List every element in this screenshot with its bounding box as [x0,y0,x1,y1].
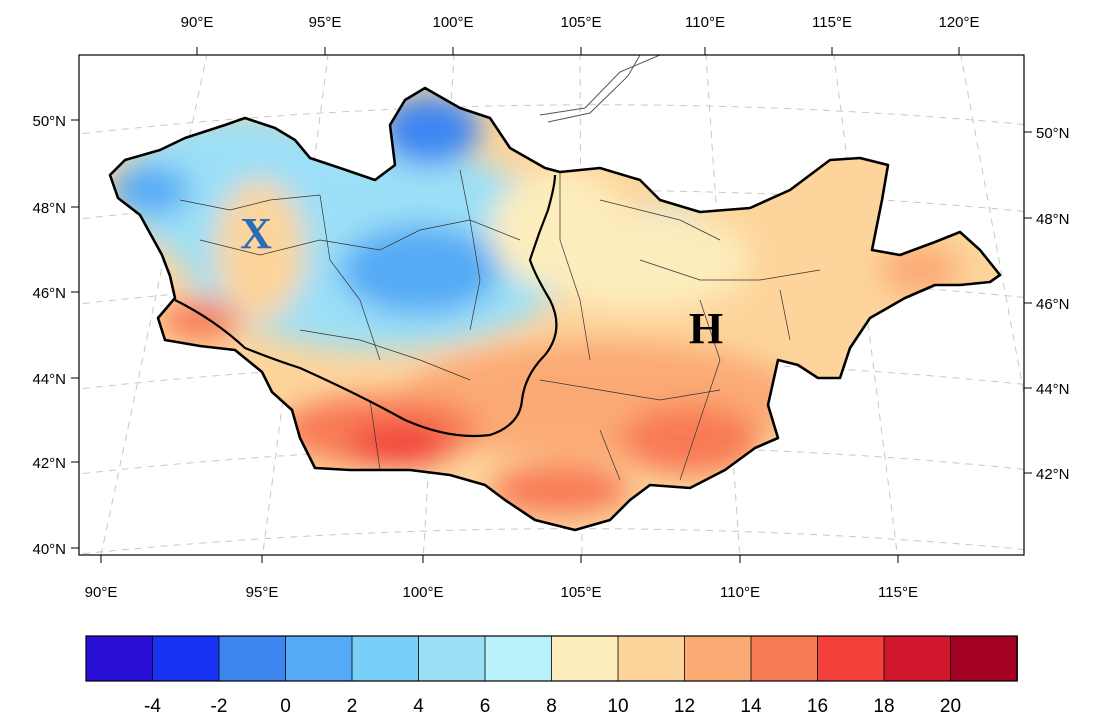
region-label-x: X [240,209,272,258]
left-lat-label: 46°N [32,285,66,302]
colorbar-label: 14 [740,696,762,717]
colorbar-swatch [218,635,287,682]
colorbar-swatch [484,635,553,682]
colorbar-swatch [883,635,952,682]
colorbar-swatch [152,635,220,682]
bottom-lon-label: 90°E [85,584,118,601]
colorbar-label: 12 [674,696,695,717]
colorbar-label: 16 [807,696,828,717]
frame-ticks [71,47,1032,563]
colorbar-swatch [351,635,420,682]
bottom-lon-label: 95°E [246,584,279,601]
colorbar-swatch [418,635,486,682]
left-lat-label: 44°N [32,371,66,388]
bottom-lon-label: 110°E [720,584,760,601]
bottom-lon-labels: 90°E 95°E 100°E 105°E 110°E 115°E [85,584,918,601]
colorbar-label: -4 [144,696,161,717]
left-lat-labels: 50°N 48°N 46°N 44°N 42°N 40°N [32,113,66,558]
bottom-lon-label: 105°E [560,584,601,601]
colorbar-label: 18 [873,696,894,717]
colorbar-label: 20 [940,696,961,717]
top-lon-labels: 90°E 95°E 100°E 105°E 110°E 115°E 120°E [181,14,980,31]
colorbar-label: 10 [607,696,628,717]
colorbar-swatch [551,635,619,682]
right-lat-label: 44°N [1036,381,1070,398]
colorbar-label: 2 [347,696,358,717]
left-lat-label: 42°N [32,455,66,472]
colorbar-label: 6 [480,696,491,717]
bottom-lon-label: 100°E [402,584,443,601]
colorbar-label: 8 [546,696,557,717]
neighbor-coastline [539,54,661,123]
top-lon-label: 95°E [309,14,342,31]
plot-frame [78,54,1025,556]
region-label-h: H [689,304,723,353]
top-lon-label: 110°E [685,14,725,31]
colorbar-frame [85,635,1018,682]
right-lat-label: 42°N [1036,466,1070,483]
mongolia-outline [108,86,1002,532]
colorbar [85,635,1018,682]
top-lon-label: 115°E [812,14,852,31]
right-lat-label: 50°N [1036,125,1070,142]
top-lon-label: 90°E [181,14,214,31]
right-lat-label: 46°N [1036,296,1070,313]
province-boundaries [179,169,821,481]
colorbar-label: -2 [211,696,228,717]
colorbar-swatch [85,635,154,682]
colorbar-labels: -4 -2 0 2 4 6 8 10 12 14 16 18 20 [144,696,961,717]
top-lon-label: 120°E [938,14,979,31]
right-lat-labels: 50°N 48°N 46°N 44°N 42°N [1036,125,1070,483]
region-divider-line [174,174,558,438]
colorbar-swatch [817,635,885,682]
left-lat-label: 50°N [32,113,66,130]
top-lon-label: 100°E [432,14,473,31]
bottom-lon-label: 115°E [878,584,918,601]
right-lat-label: 48°N [1036,211,1070,228]
colorbar-swatch [950,635,1018,682]
left-lat-label: 48°N [32,200,66,217]
colorbar-swatch [285,635,353,682]
left-lat-label: 40°N [32,541,66,558]
colorbar-label: 4 [413,696,424,717]
colorbar-label: 0 [280,696,291,717]
colorbar-swatch [684,635,752,682]
colorbar-swatch [750,635,819,682]
colorbar-swatch [617,635,686,682]
top-lon-label: 105°E [560,14,601,31]
